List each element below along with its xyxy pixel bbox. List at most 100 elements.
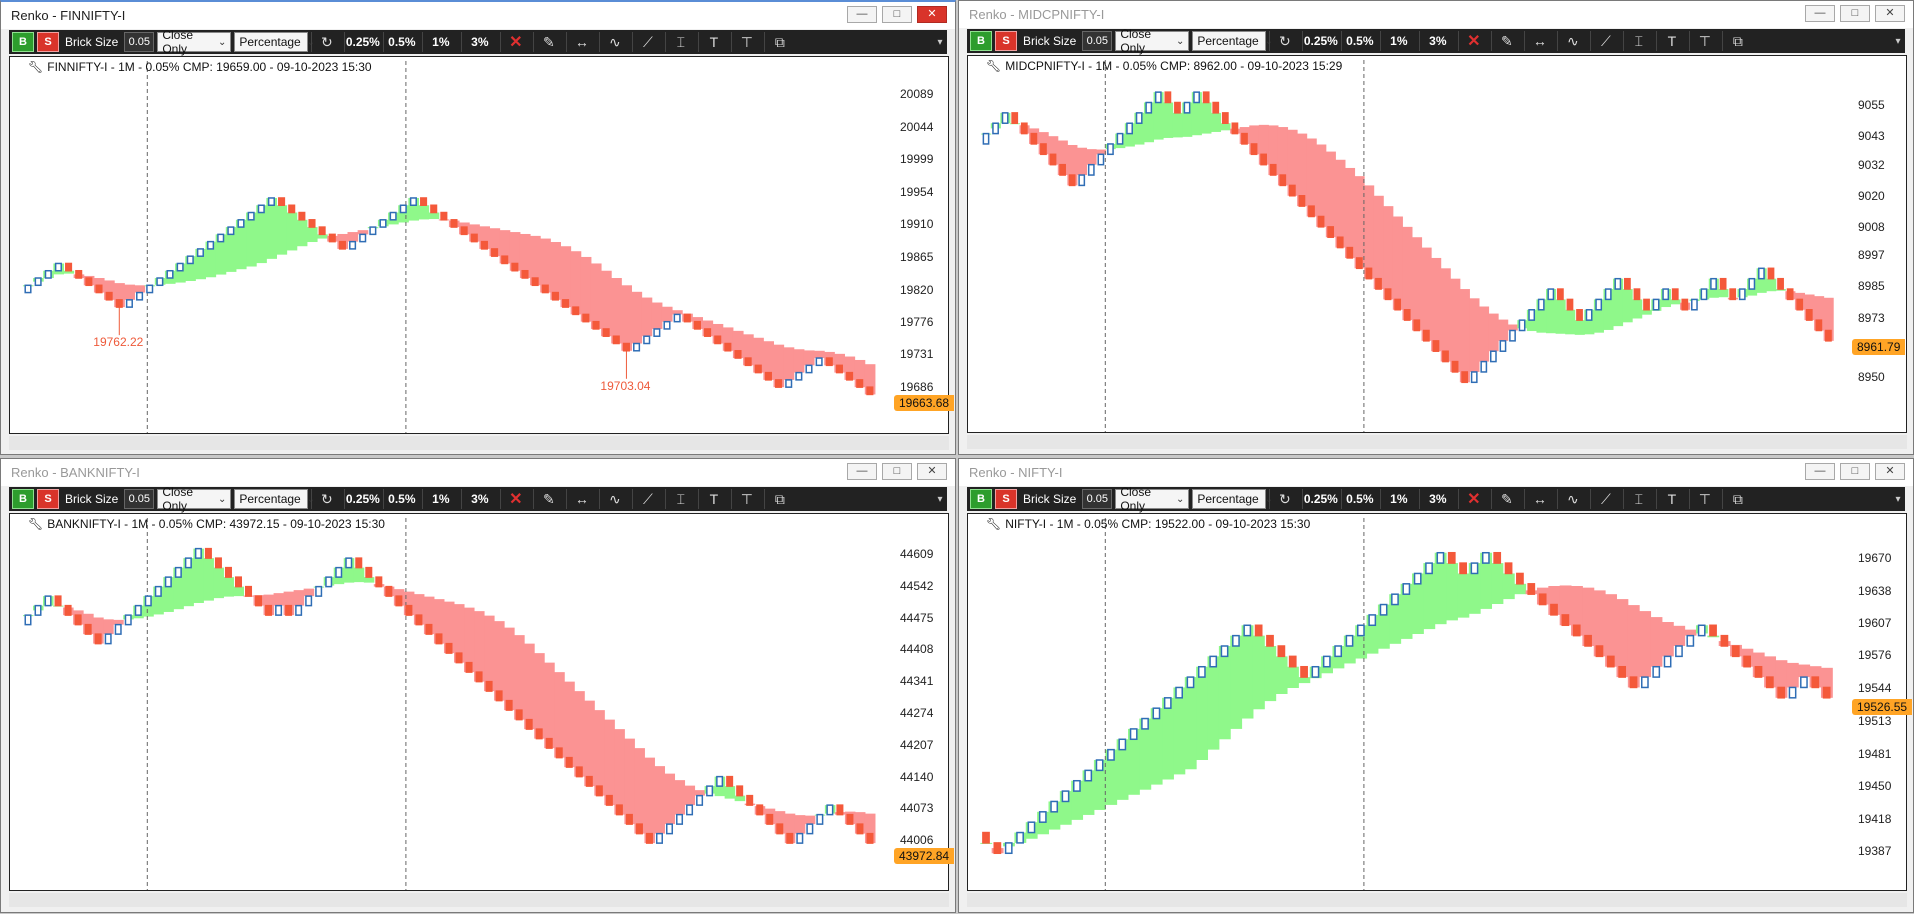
text-tool-icon[interactable]: T (1656, 31, 1686, 51)
trend-line-icon[interactable]: ⟋ (1590, 489, 1620, 509)
preset-025-button[interactable]: 0.25% (344, 32, 380, 52)
text-tool-icon[interactable]: T (1656, 489, 1686, 509)
preset-3-button[interactable]: 3% (461, 489, 497, 509)
title-bar[interactable]: Renko - NIFTY-I — □ ✕ (959, 459, 1913, 486)
sell-button[interactable]: S (995, 489, 1017, 509)
title-bar[interactable]: Renko - FINNIFTY-I — □ ✕ (1, 2, 955, 29)
preset-025-button[interactable]: 0.25% (1302, 489, 1338, 509)
chart-window[interactable]: Renko - BANKNIFTY-I — □ ✕ B S Brick Size… (0, 458, 956, 913)
refresh-icon[interactable]: ↻ (311, 32, 341, 52)
horizontal-scrollbar[interactable] (967, 893, 1907, 907)
overflow-icon[interactable]: ▾ (937, 36, 943, 48)
minimize-button[interactable]: — (847, 463, 877, 480)
clear-drawings-icon[interactable]: ✕ (500, 32, 530, 52)
preset-05-button[interactable]: 0.5% (383, 489, 419, 509)
buy-button[interactable]: B (970, 489, 992, 509)
line-chart-icon[interactable]: ∿ (1557, 489, 1587, 509)
title-bar[interactable]: Renko - BANKNIFTY-I — □ ✕ (1, 459, 955, 486)
sell-button[interactable]: S (37, 32, 59, 52)
text-tool-icon[interactable]: T (698, 32, 728, 52)
brick-size-input[interactable]: 0.05 (1082, 489, 1113, 509)
pencil-icon[interactable]: ✎ (533, 32, 563, 52)
buy-button[interactable]: B (12, 32, 34, 52)
refresh-icon[interactable]: ↻ (311, 489, 341, 509)
horizontal-scrollbar[interactable] (9, 436, 949, 450)
text-marker-icon[interactable]: ⊤ (1689, 489, 1719, 509)
horizontal-ray-icon[interactable]: ↔ (566, 489, 596, 509)
pencil-icon[interactable]: ✎ (1491, 31, 1521, 51)
maximize-button[interactable]: □ (882, 6, 912, 23)
close-button[interactable]: ✕ (917, 6, 947, 23)
horizontal-ray-icon[interactable]: ↔ (1524, 31, 1554, 51)
horizontal-ray-icon[interactable]: ↔ (566, 32, 596, 52)
brick-mode-select[interactable]: Percentage ⌄ (1192, 31, 1273, 51)
renko-chart[interactable]: 🔧︎ BANKNIFTY-I - 1M - 0.05% CMP: 43972.15… (9, 513, 955, 891)
candlestick-icon[interactable]: ⌶ (665, 489, 695, 509)
preset-1-button[interactable]: 1% (422, 32, 458, 52)
chart-window[interactable]: Renko - FINNIFTY-I — □ ✕ B S Brick Size … (0, 0, 956, 455)
brick-mode-select[interactable]: Percentage ⌄ (1192, 489, 1273, 509)
overflow-icon[interactable]: ▾ (1895, 493, 1901, 505)
preset-05-button[interactable]: 0.5% (383, 32, 419, 52)
clear-drawings-icon[interactable]: ✕ (500, 489, 530, 509)
wrench-icon[interactable]: 🔧︎ (28, 60, 44, 74)
trend-line-icon[interactable]: ⟋ (632, 489, 662, 509)
brick-mode-select[interactable]: Percentage ⌄ (234, 32, 315, 52)
preset-05-button[interactable]: 0.5% (1341, 31, 1377, 51)
line-chart-icon[interactable]: ∿ (599, 32, 629, 52)
renko-chart[interactable]: 🔧︎ NIFTY-I - 1M - 0.05% CMP: 19522.00 - 0… (967, 513, 1913, 891)
preset-3-button[interactable]: 3% (461, 32, 497, 52)
overflow-icon[interactable]: ▾ (1895, 35, 1901, 47)
brick-mode-select[interactable]: Percentage ⌄ (234, 489, 315, 509)
wrench-icon[interactable]: 🔧︎ (986, 517, 1002, 531)
refresh-icon[interactable]: ↻ (1269, 489, 1299, 509)
wrench-icon[interactable]: 🔧︎ (28, 517, 44, 531)
layout-icon[interactable]: ⧉ (1722, 31, 1752, 51)
preset-1-button[interactable]: 1% (1380, 489, 1416, 509)
close-mode-select[interactable]: Close Only ⌄ (1115, 485, 1190, 513)
candlestick-icon[interactable]: ⌶ (665, 32, 695, 52)
candlestick-icon[interactable]: ⌶ (1623, 31, 1653, 51)
clear-drawings-icon[interactable]: ✕ (1458, 489, 1488, 509)
brick-size-input[interactable]: 0.05 (124, 489, 155, 509)
layout-icon[interactable]: ⧉ (764, 489, 794, 509)
trend-line-icon[interactable]: ⟋ (632, 32, 662, 52)
clear-drawings-icon[interactable]: ✕ (1458, 31, 1488, 51)
close-mode-select[interactable]: Close Only ⌄ (157, 28, 232, 56)
text-marker-icon[interactable]: ⊤ (1689, 31, 1719, 51)
wrench-icon[interactable]: 🔧︎ (986, 59, 1002, 73)
preset-1-button[interactable]: 1% (422, 489, 458, 509)
maximize-button[interactable]: □ (1840, 5, 1870, 22)
overflow-icon[interactable]: ▾ (937, 493, 943, 505)
pencil-icon[interactable]: ✎ (533, 489, 563, 509)
sell-button[interactable]: S (995, 31, 1017, 51)
maximize-button[interactable]: □ (1840, 463, 1870, 480)
minimize-button[interactable]: — (1805, 463, 1835, 480)
horizontal-scrollbar[interactable] (9, 893, 949, 907)
preset-1-button[interactable]: 1% (1380, 31, 1416, 51)
close-mode-select[interactable]: Close Only ⌄ (1115, 27, 1190, 55)
close-button[interactable]: ✕ (1875, 5, 1905, 22)
brick-size-input[interactable]: 0.05 (124, 32, 155, 52)
preset-3-button[interactable]: 3% (1419, 489, 1455, 509)
preset-025-button[interactable]: 0.25% (344, 489, 380, 509)
preset-3-button[interactable]: 3% (1419, 31, 1455, 51)
horizontal-ray-icon[interactable]: ↔ (1524, 489, 1554, 509)
close-mode-select[interactable]: Close Only ⌄ (157, 485, 232, 513)
line-chart-icon[interactable]: ∿ (1557, 31, 1587, 51)
refresh-icon[interactable]: ↻ (1269, 31, 1299, 51)
close-button[interactable]: ✕ (1875, 463, 1905, 480)
candlestick-icon[interactable]: ⌶ (1623, 489, 1653, 509)
preset-025-button[interactable]: 0.25% (1302, 31, 1338, 51)
text-marker-icon[interactable]: ⊤ (731, 489, 761, 509)
buy-button[interactable]: B (970, 31, 992, 51)
text-tool-icon[interactable]: T (698, 489, 728, 509)
minimize-button[interactable]: — (847, 6, 877, 23)
layout-icon[interactable]: ⧉ (764, 32, 794, 52)
brick-size-input[interactable]: 0.05 (1082, 31, 1113, 51)
sell-button[interactable]: S (37, 489, 59, 509)
buy-button[interactable]: B (12, 489, 34, 509)
trend-line-icon[interactable]: ⟋ (1590, 31, 1620, 51)
maximize-button[interactable]: □ (882, 463, 912, 480)
layout-icon[interactable]: ⧉ (1722, 489, 1752, 509)
